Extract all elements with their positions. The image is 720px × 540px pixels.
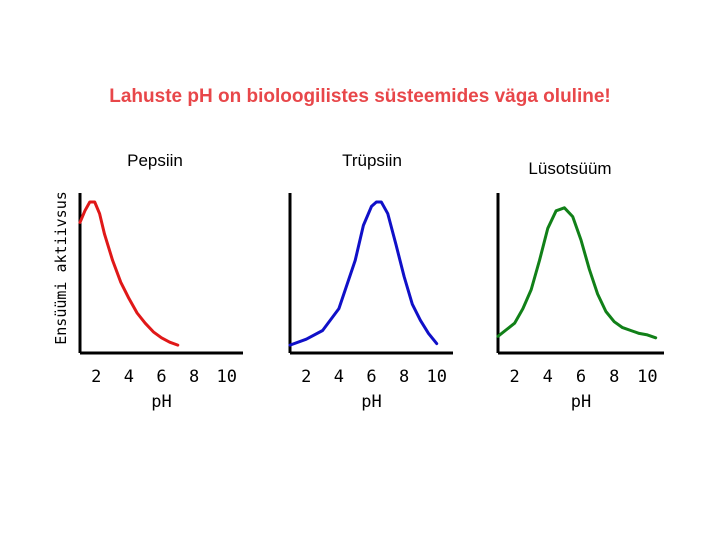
- x-tick-label: 8: [189, 367, 199, 387]
- x-tick-label: 2: [91, 367, 101, 387]
- x-tick-label: 4: [334, 367, 344, 387]
- x-tick-label: 10: [216, 367, 236, 387]
- activity-curve-line: [288, 200, 439, 347]
- x-tick-label: 6: [156, 367, 166, 387]
- activity-curve-line: [78, 200, 180, 347]
- x-tick-label: 6: [366, 367, 376, 387]
- chart-panel-1: Pepsiin 2 4 6 8 10 pH: [78, 151, 243, 412]
- x-tick-label: 2: [509, 367, 519, 387]
- x-tick-label: 4: [124, 367, 134, 387]
- y-axis-label: Ensüümi aktiivsus: [52, 191, 70, 345]
- panel-title: Lüsotsüüm: [528, 159, 611, 178]
- x-tick-label: 2: [301, 367, 311, 387]
- panel-title: Pepsiin: [127, 151, 183, 170]
- x-tick-label: 8: [399, 367, 409, 387]
- x-axis-label: pH: [151, 392, 171, 412]
- x-axis-label: pH: [361, 392, 381, 412]
- activity-curve-line: [496, 206, 658, 340]
- x-axis-label: pH: [571, 392, 591, 412]
- panel-title: Trüpsiin: [342, 151, 402, 170]
- x-tick-label: 10: [637, 367, 657, 387]
- x-tick-label: 6: [576, 367, 586, 387]
- chart-panel-3: Lüsotsüüm 2 4 6 8 10 pH: [496, 159, 664, 412]
- chart-panel-2: Trüpsiin 2 4 6 8 10 pH: [288, 151, 453, 412]
- x-tick-label: 4: [543, 367, 553, 387]
- x-tick-label: 8: [609, 367, 619, 387]
- chart-title: Lahuste pH on bioloogilistes süsteemides…: [109, 86, 610, 107]
- x-tick-label: 10: [426, 367, 446, 387]
